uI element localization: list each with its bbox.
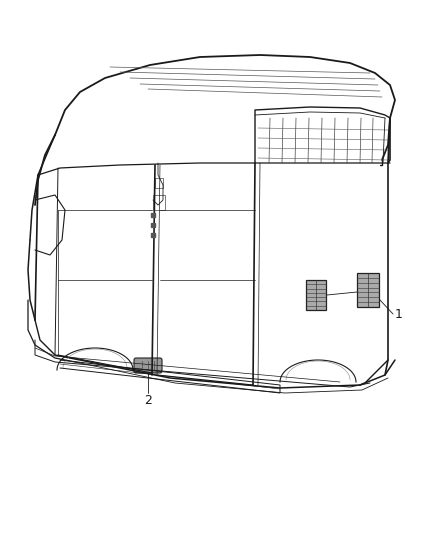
Bar bbox=[153, 195, 165, 210]
Text: 2: 2 bbox=[144, 393, 152, 407]
Bar bbox=[155, 178, 163, 188]
Text: 1: 1 bbox=[395, 309, 403, 321]
Bar bbox=[357, 273, 379, 307]
FancyBboxPatch shape bbox=[134, 358, 162, 373]
Bar bbox=[306, 280, 326, 310]
